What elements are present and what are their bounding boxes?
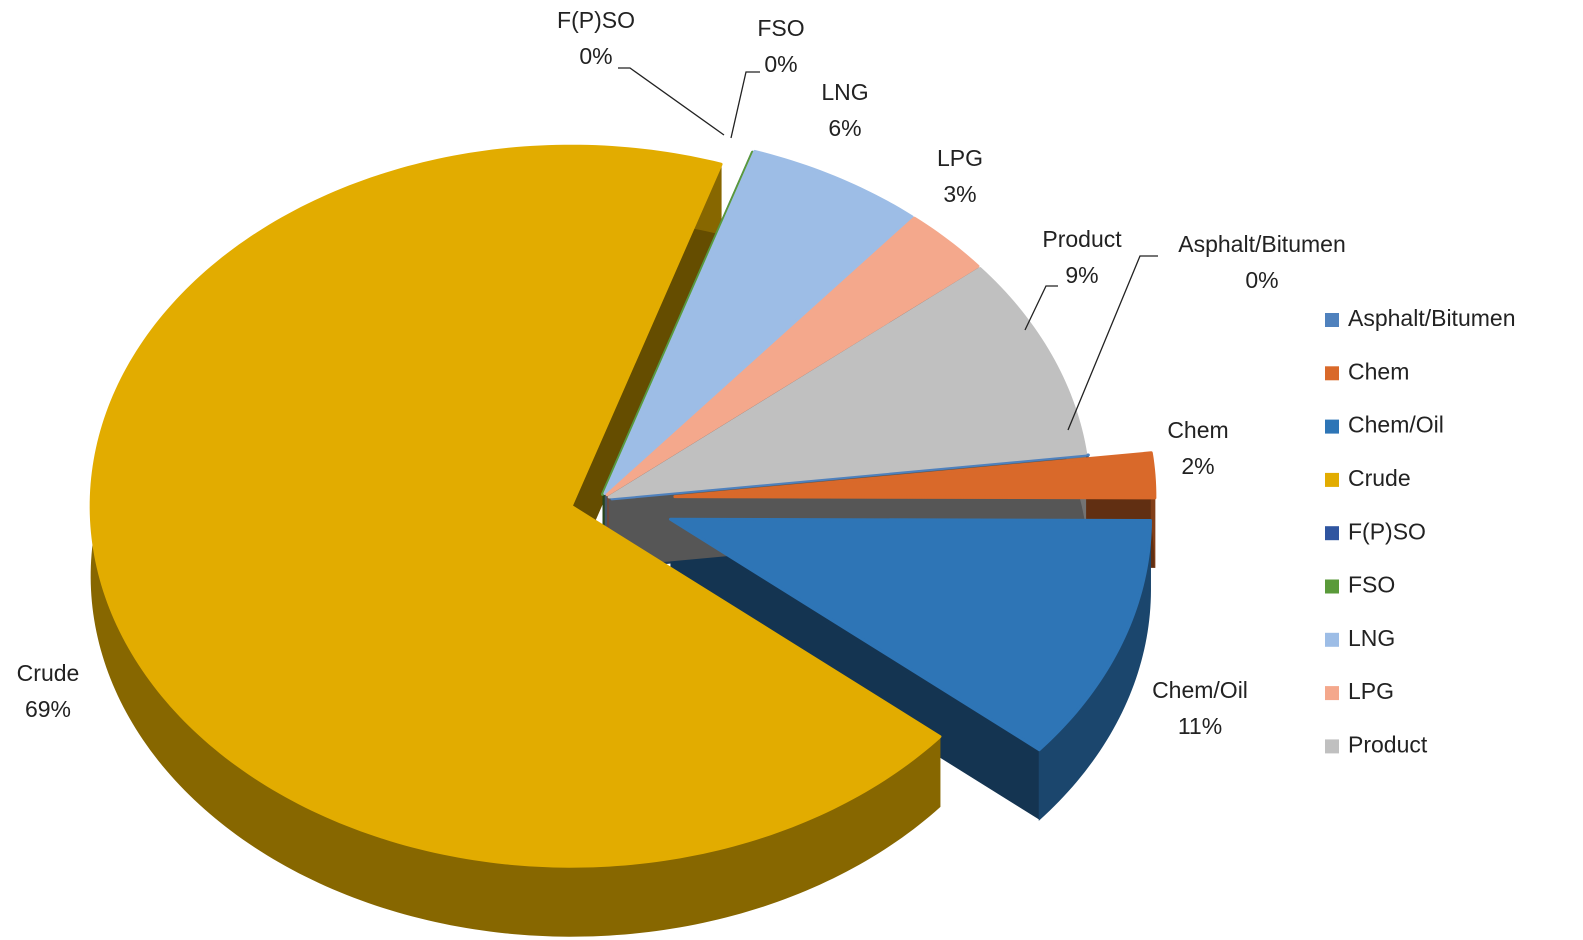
legend-label: Chem/Oil <box>1348 412 1444 438</box>
legend-label: FSO <box>1348 572 1395 598</box>
leader-line <box>1024 285 1058 331</box>
legend-swatch <box>1325 526 1339 541</box>
legend-label: F(P)SO <box>1348 518 1426 544</box>
legend-label: Asphalt/Bitumen <box>1348 305 1515 331</box>
data-label-value: 0% <box>1245 267 1278 293</box>
slice <box>89 144 942 868</box>
legend-label: Chem <box>1348 358 1409 384</box>
slice <box>603 149 914 495</box>
data-label-name: F(P)SO <box>557 7 635 33</box>
slice-wall <box>670 519 1040 820</box>
data-label-value: 69% <box>25 696 71 722</box>
data-label-value: 2% <box>1181 453 1214 479</box>
legend-label: Crude <box>1348 465 1411 491</box>
legend-swatch <box>1325 472 1339 487</box>
data-label-name: Crude <box>17 660 80 686</box>
legend-swatch <box>1325 313 1339 327</box>
legend-swatch <box>1325 579 1339 594</box>
legend-label: Product <box>1348 731 1428 757</box>
legend-swatch <box>1325 366 1339 381</box>
data-label-value: 11% <box>1178 713 1222 739</box>
slice-wall <box>571 164 722 577</box>
legend-label: LPG <box>1348 678 1394 704</box>
legend-swatch <box>1325 632 1339 647</box>
legend-label: LNG <box>1348 625 1395 651</box>
data-label-name: FSO <box>757 15 804 41</box>
data-label-value: 3% <box>943 181 976 207</box>
slice <box>673 451 1157 500</box>
data-label-value: 6% <box>828 115 861 141</box>
slice <box>610 453 1090 501</box>
data-label-name: Chem <box>1167 417 1228 443</box>
legend-swatch <box>1325 686 1339 701</box>
slice <box>605 216 980 497</box>
legend-swatch <box>1325 419 1339 434</box>
slice <box>600 150 754 496</box>
data-label-name: Chem/Oil <box>1152 677 1248 703</box>
leader-line <box>618 67 725 136</box>
data-label-name: Asphalt/Bitumen <box>1178 231 1345 257</box>
data-label-value: 9% <box>1065 262 1098 288</box>
leader-line <box>1067 255 1158 431</box>
data-label-value: 0% <box>764 51 797 77</box>
slice <box>607 267 1088 499</box>
data-label-name: LPG <box>937 145 983 171</box>
leader-line <box>730 71 760 139</box>
pie-tops <box>89 144 1157 868</box>
data-label-name: LNG <box>821 79 868 105</box>
data-label-name: Product <box>1042 226 1122 252</box>
data-label-value: 0% <box>579 43 612 69</box>
legend-swatch <box>1325 739 1339 754</box>
slice <box>668 517 1152 752</box>
